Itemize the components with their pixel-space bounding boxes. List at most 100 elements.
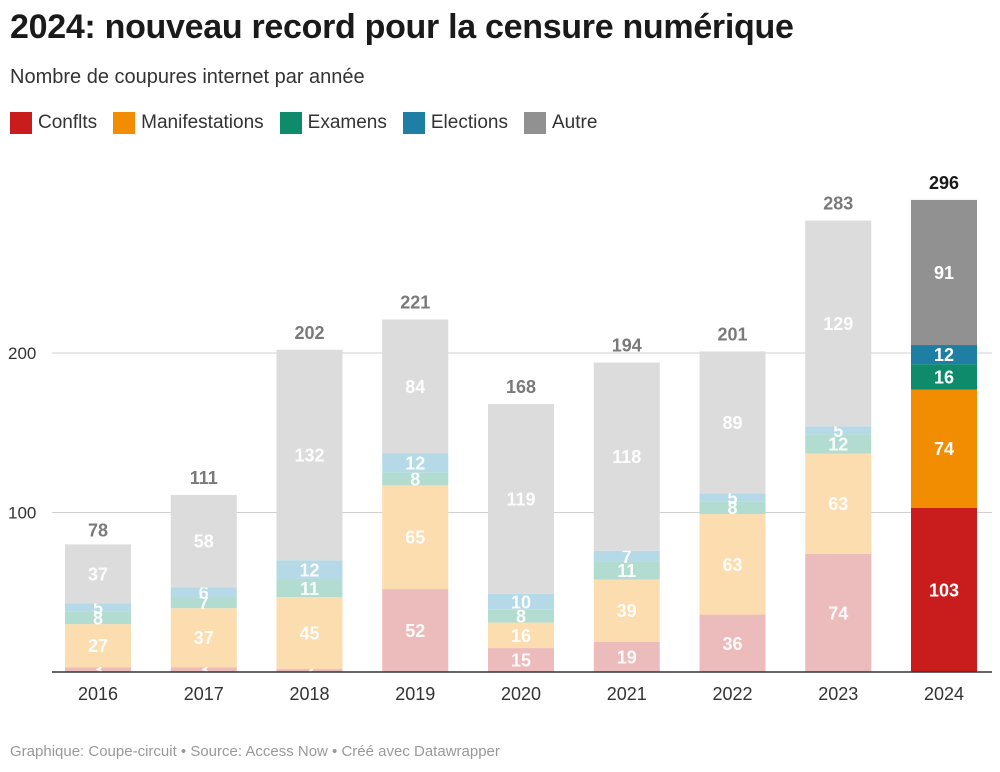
value-label-autre-2022: 89 [722, 413, 742, 433]
bar-manifestations-2020 [488, 622, 554, 649]
bar-elections-2020 [488, 593, 554, 610]
x-tick-label-2020: 2020 [501, 684, 541, 704]
value-label-autre-2024: 91 [934, 263, 954, 283]
value-label-examens-2016: 8 [93, 608, 103, 628]
chart-subtitle: Nombre de coupures internet par année [10, 66, 365, 88]
bar-autre-2016 [65, 544, 131, 604]
legend-label-conflits: Conflts [38, 112, 98, 133]
value-label-elections-2018: 12 [299, 560, 319, 580]
value-label-elections-2023: 5 [833, 421, 843, 441]
value-label-conflts-2018: 2 [304, 661, 314, 681]
bar-autre-2020 [488, 404, 554, 594]
bar-conflts-2018 [276, 668, 343, 672]
value-label-examens-2019: 8 [410, 470, 420, 490]
value-label-manifestations-2018: 45 [299, 623, 319, 643]
bar-elections-2024 [911, 345, 977, 365]
bar-examens-2024 [911, 364, 977, 390]
value-label-conflts-2021: 19 [617, 647, 637, 667]
value-label-autre-2017: 58 [194, 532, 214, 552]
bar-autre-2017 [170, 494, 237, 588]
legend-swatch-conflits [10, 112, 32, 134]
value-label-elections-2022: 5 [727, 488, 737, 508]
value-label-conflts-2022: 36 [722, 634, 742, 654]
total-label-2018: 202 [294, 323, 324, 343]
legend-item-examens: Examens [279, 112, 387, 134]
bar-manifestations-2019 [382, 485, 449, 590]
value-label-autre-2023: 129 [823, 314, 853, 334]
value-label-examens-2021: 11 [617, 561, 636, 581]
legend: Conflts Manifestations Examens Elections… [10, 112, 613, 134]
bar-elections-2018 [276, 560, 343, 580]
bar-conflts-2016 [65, 667, 131, 672]
value-label-elections-2016: 5 [93, 598, 103, 618]
value-label-autre-2016: 37 [88, 564, 108, 584]
x-tick-label-2022: 2022 [712, 684, 752, 704]
total-label-2024: 296 [929, 173, 959, 193]
bar-manifestations-2017 [170, 608, 237, 668]
value-label-autre-2020: 119 [506, 489, 535, 509]
value-label-manifestations-2016: 27 [88, 636, 108, 656]
legend-label-autre: Autre [551, 112, 598, 133]
bar-examens-2016 [65, 611, 131, 625]
bar-autre-2022 [699, 351, 766, 494]
value-label-conflts-2024: 103 [929, 580, 959, 600]
chart-title: 2024: nouveau record pour la censure num… [10, 8, 794, 46]
bar-autre-2021 [593, 362, 660, 551]
x-tick-label-2018: 2018 [289, 684, 329, 704]
bar-manifestations-2018 [276, 597, 343, 669]
total-label-2022: 201 [717, 324, 747, 344]
value-label-conflts-2019: 52 [405, 621, 425, 641]
legend-item-conflits: Conflts [10, 112, 97, 134]
x-tick-label-2024: 2024 [924, 684, 964, 704]
value-label-elections-2019: 12 [405, 454, 425, 474]
bar-autre-2018 [276, 349, 343, 561]
bar-elections-2016 [65, 603, 131, 612]
value-label-manifestations-2017: 37 [194, 628, 214, 648]
value-label-elections-2020: 10 [511, 592, 531, 612]
legend-swatch-manifestations [113, 112, 136, 134]
bar-conflts-2021 [593, 641, 660, 672]
value-label-examens-2022: 8 [727, 498, 737, 518]
value-label-manifestations-2024: 74 [934, 439, 954, 459]
x-tick-label-2023: 2023 [818, 684, 858, 704]
bar-examens-2019 [382, 472, 449, 486]
legend-item-elections: Elections [402, 112, 508, 134]
bar-manifestations-2021 [593, 579, 660, 642]
bar-manifestations-2022 [699, 514, 766, 615]
value-label-manifestations-2021: 39 [617, 601, 637, 621]
value-label-autre-2021: 118 [612, 447, 641, 467]
bar-examens-2021 [593, 561, 660, 580]
value-label-manifestations-2022: 63 [722, 555, 742, 575]
value-label-examens-2024: 16 [934, 367, 954, 387]
value-label-conflts-2017: 3 [199, 660, 209, 680]
value-label-examens-2020: 8 [516, 607, 526, 627]
legend-label-manifestations: Manifestations [141, 112, 264, 133]
bar-examens-2020 [488, 609, 554, 623]
bar-examens-2017 [170, 597, 237, 609]
value-label-elections-2017: 6 [199, 583, 209, 603]
value-label-manifestations-2023: 63 [828, 494, 848, 514]
total-label-2023: 283 [823, 194, 853, 214]
bar-autre-2023 [805, 220, 872, 427]
value-label-conflts-2016: 3 [93, 660, 103, 680]
legend-swatch-examens [279, 112, 302, 134]
bar-conflts-2017 [170, 667, 237, 672]
bar-examens-2022 [699, 501, 766, 515]
value-label-autre-2018: 132 [294, 446, 324, 466]
bar-elections-2017 [170, 587, 237, 598]
legend-label-examens: Examens [307, 112, 387, 133]
value-label-examens-2018: 11 [300, 579, 319, 599]
bar-conflts-2020 [488, 648, 554, 672]
legend-item-manifestations: Manifestations [113, 112, 264, 134]
bar-autre-2019 [382, 319, 449, 454]
bar-conflts-2023 [805, 553, 872, 672]
value-label-conflts-2020: 15 [511, 651, 531, 671]
x-tick-label-2021: 2021 [607, 684, 647, 704]
bar-manifestations-2023 [805, 453, 872, 554]
value-label-autre-2019: 84 [405, 377, 425, 397]
bar-conflts-2019 [382, 589, 449, 672]
value-label-elections-2024: 12 [934, 345, 954, 365]
legend-swatch-elections [402, 112, 425, 134]
chart-footer: Graphique: Coupe-circuit • Source: Acces… [10, 743, 500, 760]
